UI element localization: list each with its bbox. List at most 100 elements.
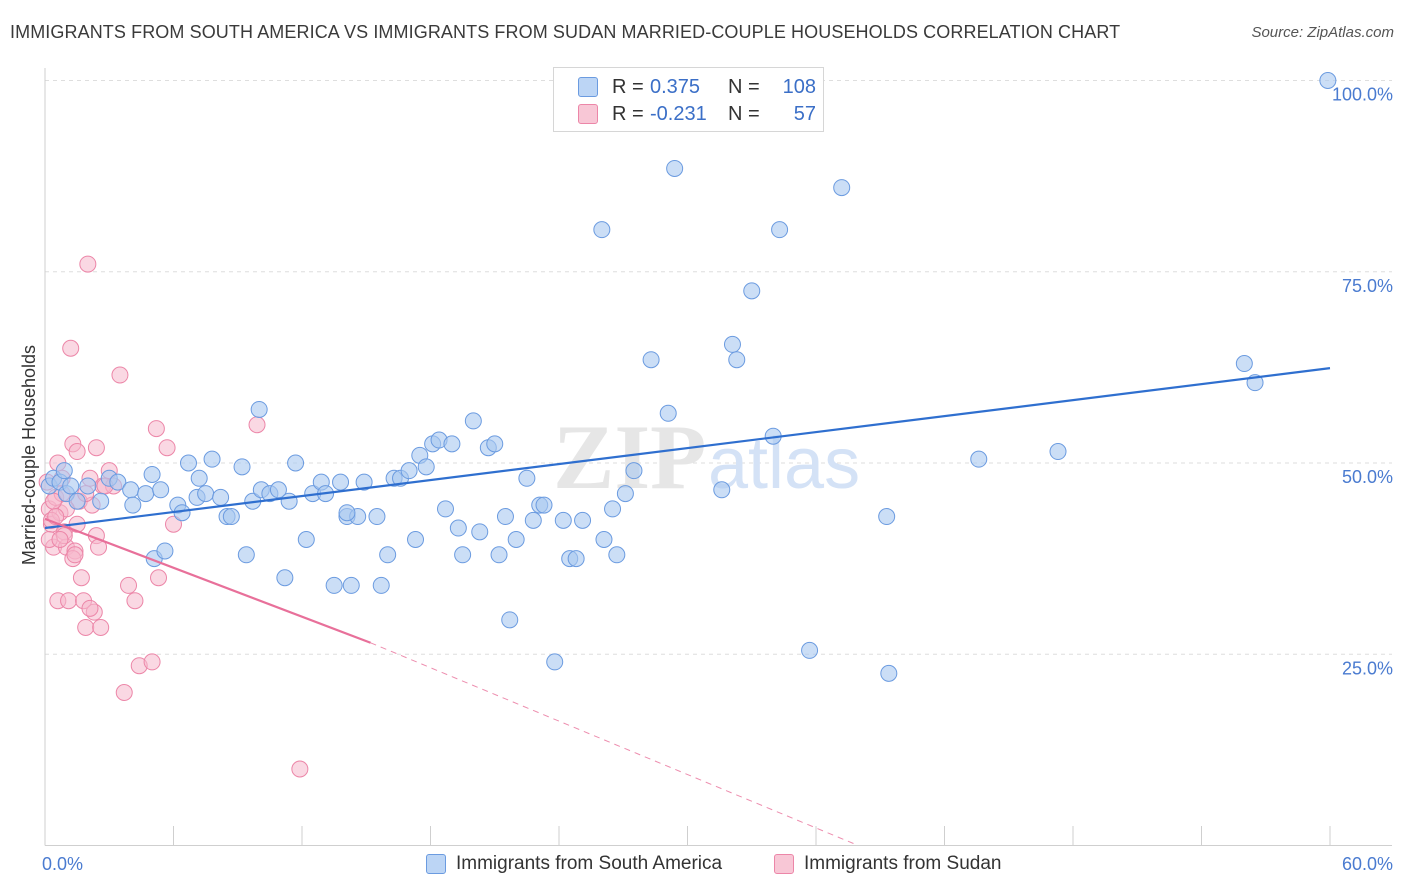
legend-item-south-america[interactable]: Immigrants from South America — [426, 853, 722, 875]
south-america-point — [501, 611, 519, 629]
sudan-point — [147, 420, 165, 438]
south-america-point — [659, 404, 677, 422]
south-america-point — [342, 576, 360, 594]
south-america-point — [297, 531, 315, 548]
blue-swatch — [578, 77, 598, 97]
sudan-point — [111, 366, 129, 384]
south-america-point — [338, 504, 356, 522]
south-america-point — [250, 400, 268, 418]
south-america-point — [574, 511, 592, 529]
south-america-point — [143, 465, 161, 483]
pink-swatch — [578, 104, 598, 124]
south-america-point — [137, 485, 155, 503]
south-america-point — [616, 485, 634, 503]
south-america-point — [608, 546, 626, 564]
stats-row-sudan: R = -0.231 N = 57 — [578, 101, 816, 127]
south-america-point — [179, 454, 197, 472]
y-tick-label: 50.0% — [1342, 467, 1393, 487]
y-tick-label: 100.0% — [1332, 85, 1393, 105]
south-america-point — [62, 477, 80, 495]
south-america-point — [276, 569, 294, 587]
n-label: N = — [728, 102, 760, 125]
x-tick-label: 0.0% — [42, 854, 83, 874]
south-america-point — [464, 412, 482, 430]
south-america-point — [109, 473, 127, 491]
sudan-point — [92, 618, 110, 636]
stats-row-south-america: R = 0.375 N = 108 — [578, 74, 816, 100]
chart-title: IMMIGRANTS FROM SOUTH AMERICA VS IMMIGRA… — [10, 22, 1121, 42]
sudan-point — [150, 569, 168, 587]
south-america-point — [197, 485, 215, 503]
south-america-point — [970, 450, 988, 468]
south-america-point — [332, 473, 350, 491]
sudan-points — [38, 255, 309, 778]
south-america-point — [417, 458, 435, 476]
r-value: 0.375 — [650, 75, 701, 98]
south-america-point — [203, 450, 221, 468]
south-america-point — [79, 477, 97, 495]
south-america-point — [68, 492, 86, 510]
south-america-point — [567, 550, 585, 568]
sudan-point — [79, 255, 97, 273]
legend: Immigrants from South America Immigrants… — [0, 851, 1406, 879]
sudan-point — [291, 760, 309, 778]
south-america-point — [287, 454, 305, 472]
south-america-point — [666, 159, 684, 177]
sudan-point — [115, 684, 133, 701]
south-america-point — [92, 492, 110, 510]
sudan-point — [165, 515, 182, 533]
n-value: 108 — [782, 75, 816, 98]
south-america-point — [190, 469, 208, 487]
y-tick-label: 75.0% — [1342, 276, 1393, 296]
sudan-point — [51, 531, 69, 548]
trend-lines — [44, 367, 1331, 845]
south-america-point — [723, 335, 741, 353]
south-america-trend-line — [44, 367, 1331, 530]
south-america-point — [212, 488, 230, 506]
south-america-point — [490, 546, 508, 564]
sudan-point — [120, 576, 138, 594]
sudan-point — [158, 439, 176, 457]
sudan-trend-extension — [370, 642, 855, 845]
south-america-point — [436, 500, 454, 518]
south-america-point — [496, 508, 514, 526]
n-label: N = — [728, 75, 760, 98]
sudan-point — [87, 439, 105, 457]
source-label: Source: ZipAtlas.com — [1251, 24, 1394, 41]
south-america-point — [595, 531, 613, 548]
south-america-point — [124, 496, 142, 514]
south-america-point — [878, 508, 896, 526]
south-america-point — [400, 462, 418, 480]
south-america-point — [449, 519, 467, 537]
sudan-point — [143, 653, 161, 671]
r-label: R = — [612, 75, 644, 98]
south-america-point — [801, 641, 819, 659]
south-america-point — [713, 481, 731, 499]
south-america-point — [593, 221, 611, 239]
stats-box: R = 0.375 N = 108 R = -0.231 N = 57 — [553, 67, 824, 132]
south-america-point — [524, 511, 542, 529]
south-america-point — [546, 653, 564, 671]
south-america-point — [156, 542, 174, 560]
south-america-point — [1235, 355, 1253, 373]
sudan-point — [62, 339, 80, 357]
grid-lines — [45, 80, 1392, 655]
x-tick-label: 60.0% — [1342, 854, 1393, 874]
south-america-point — [368, 508, 386, 526]
south-america-point — [486, 435, 504, 453]
south-america-point — [771, 221, 789, 239]
south-america-point — [280, 492, 298, 510]
legend-item-sudan[interactable]: Immigrants from Sudan — [774, 853, 1001, 875]
south-america-point — [728, 351, 746, 369]
south-america-point — [233, 458, 251, 476]
legend-pink-swatch — [774, 854, 794, 874]
axes — [44, 68, 1392, 846]
south-america-point — [454, 546, 472, 564]
sudan-point — [66, 546, 84, 564]
watermark: ZIP atlas — [553, 406, 860, 508]
south-america-point — [1049, 443, 1067, 461]
south-america-point — [379, 546, 397, 564]
sudan-point — [248, 416, 266, 434]
south-america-point — [237, 546, 255, 564]
